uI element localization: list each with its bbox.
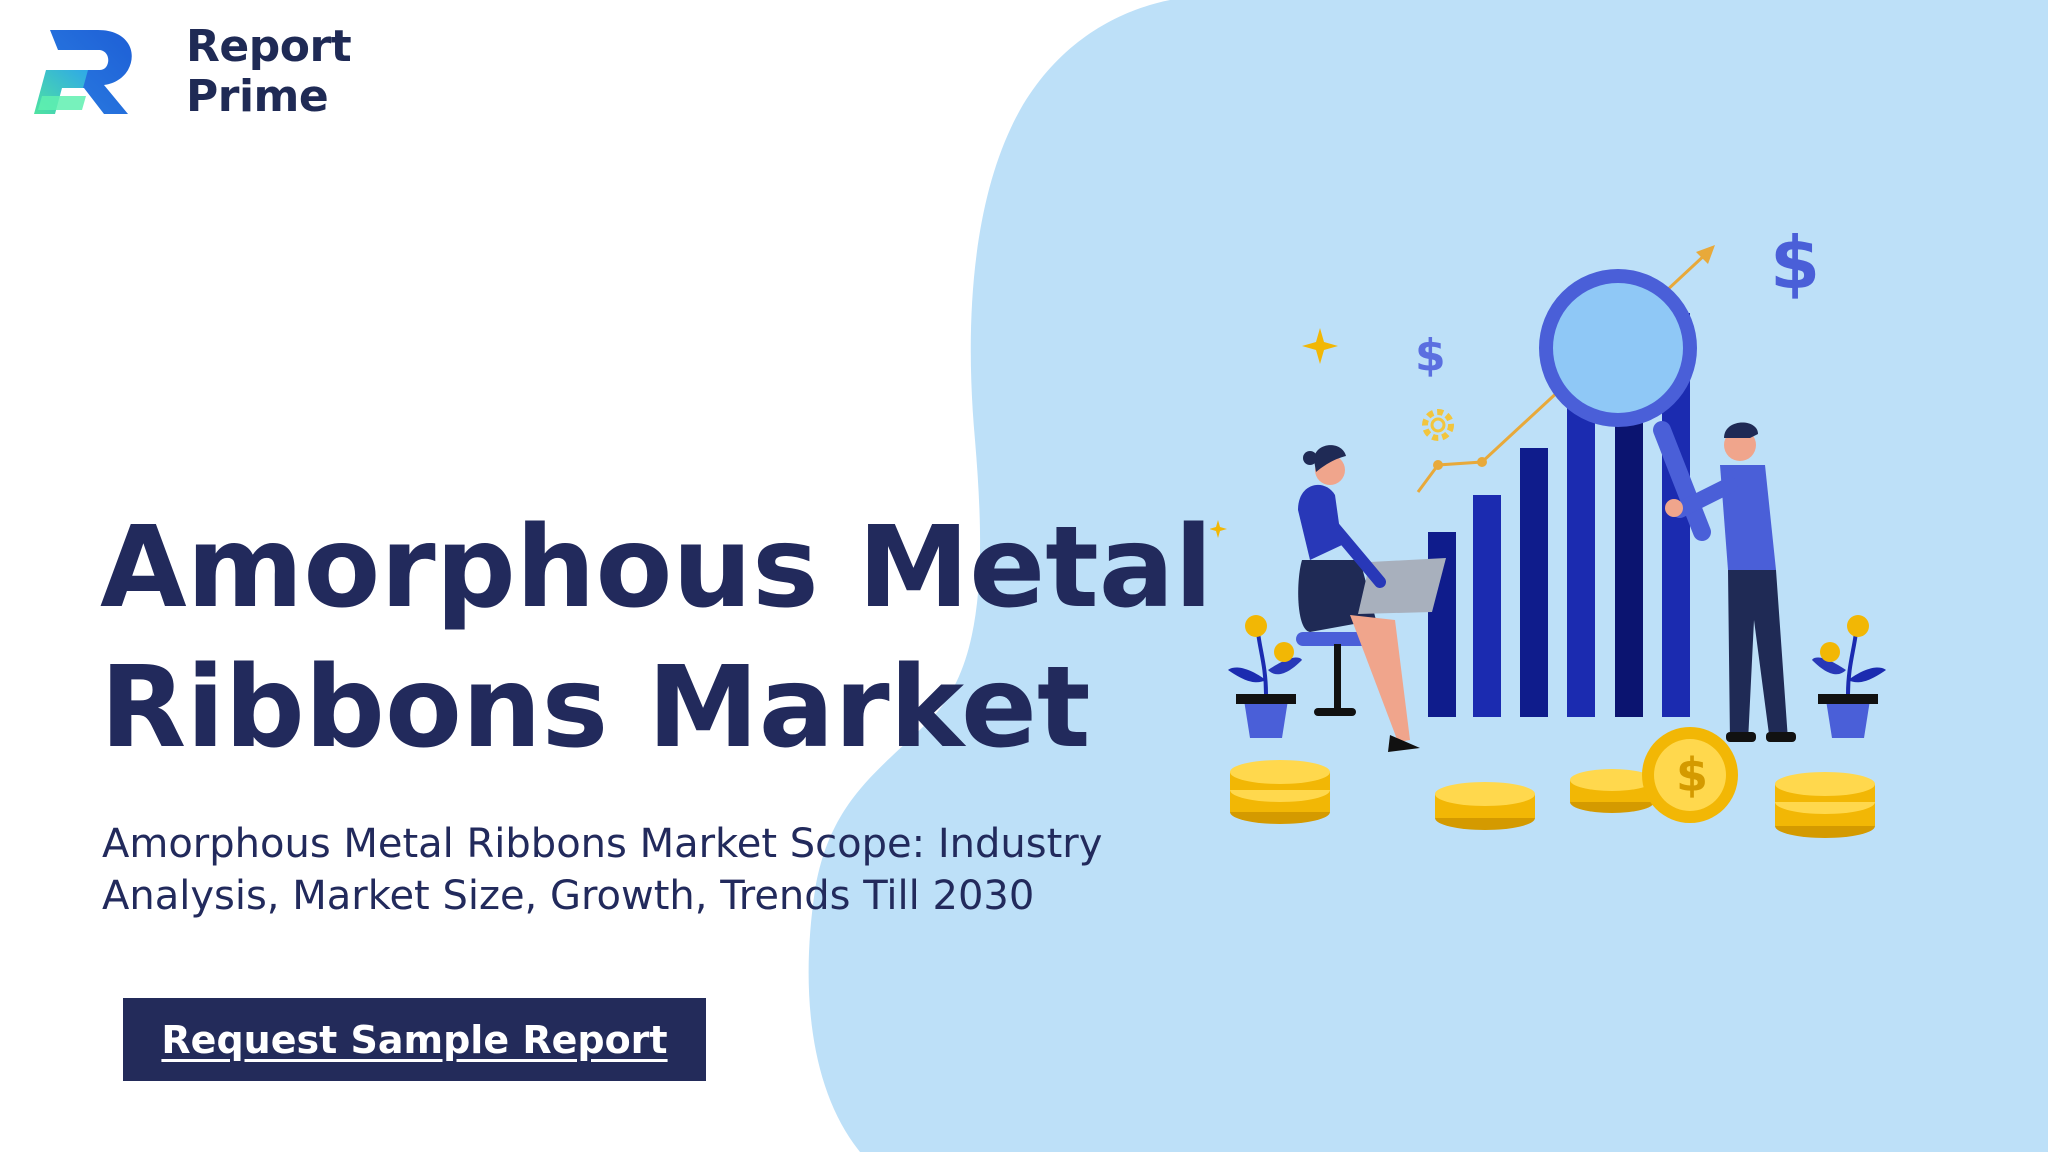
page-title: Amorphous Metal Ribbons Market (100, 498, 1213, 778)
bar-graphic (1520, 448, 1548, 717)
coin-dollar-icon: $ (1676, 748, 1708, 802)
potted-plant-icon (1228, 615, 1302, 738)
page-subtitle-line2: Analysis, Market Size, Growth, Trends Ti… (102, 873, 1035, 919)
coin-stack-icon (1570, 769, 1654, 813)
man-figure (1665, 422, 1796, 742)
brand-logo[interactable]: Report Prime (28, 21, 352, 122)
market-growth-illustration: $ $ (1210, 221, 1886, 838)
dollar-sign-icon: $ (1415, 330, 1446, 381)
big-coin-icon: $ (1642, 727, 1738, 823)
dollar-sign-icon: $ (1770, 221, 1820, 305)
magnifying-glass-icon (1539, 269, 1711, 541)
page-title-line1: Amorphous Metal (100, 503, 1213, 633)
coin-stack-icon (1230, 760, 1330, 824)
page-title-line2: Ribbons Market (100, 643, 1091, 773)
bar-graphic (1473, 495, 1501, 717)
brand-name: Report Prime (186, 21, 352, 122)
sparkle-icon (1302, 328, 1338, 364)
coin-stack-icon (1435, 782, 1535, 830)
coin-stack-icon (1775, 772, 1875, 838)
page-subtitle: Amorphous Metal Ribbons Market Scope: In… (102, 818, 1202, 922)
potted-plant-icon (1812, 615, 1886, 738)
woman-with-laptop-figure (1296, 445, 1446, 752)
sparkle-icon (1210, 520, 1227, 538)
report-prime-logo-icon (34, 30, 132, 114)
brand-name-line1: Report (186, 21, 352, 72)
bar-graphic (1567, 405, 1595, 717)
request-sample-report-button[interactable]: Request Sample Report (123, 998, 706, 1081)
brand-name-line2: Prime (186, 71, 329, 122)
page-subtitle-line1: Amorphous Metal Ribbons Market Scope: In… (102, 821, 1103, 867)
gear-icon (1422, 409, 1454, 441)
